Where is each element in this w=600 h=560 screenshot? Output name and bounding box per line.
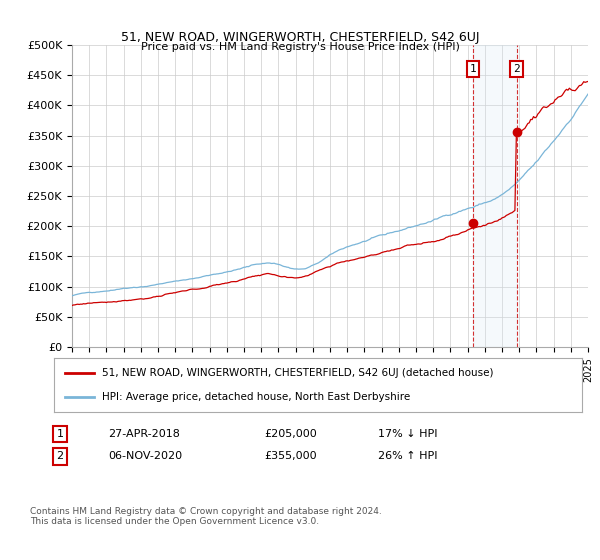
Text: Contains HM Land Registry data © Crown copyright and database right 2024.
This d: Contains HM Land Registry data © Crown c…	[30, 507, 382, 526]
Text: £355,000: £355,000	[264, 451, 317, 461]
Text: 06-NOV-2020: 06-NOV-2020	[108, 451, 182, 461]
Text: £205,000: £205,000	[264, 429, 317, 439]
Text: 2: 2	[513, 64, 520, 74]
Text: HPI: Average price, detached house, North East Derbyshire: HPI: Average price, detached house, Nort…	[101, 391, 410, 402]
Text: 2: 2	[56, 451, 64, 461]
Text: 26% ↑ HPI: 26% ↑ HPI	[378, 451, 437, 461]
Text: Price paid vs. HM Land Registry's House Price Index (HPI): Price paid vs. HM Land Registry's House …	[140, 42, 460, 52]
Text: 17% ↓ HPI: 17% ↓ HPI	[378, 429, 437, 439]
Text: 1: 1	[470, 64, 476, 74]
Bar	[473, 45, 517, 347]
Text: 51, NEW ROAD, WINGERWORTH, CHESTERFIELD, S42 6UJ: 51, NEW ROAD, WINGERWORTH, CHESTERFIELD,…	[121, 31, 479, 44]
Text: 51, NEW ROAD, WINGERWORTH, CHESTERFIELD, S42 6UJ (detached house): 51, NEW ROAD, WINGERWORTH, CHESTERFIELD,…	[101, 368, 493, 379]
Text: 1: 1	[56, 429, 64, 439]
Text: 27-APR-2018: 27-APR-2018	[108, 429, 180, 439]
